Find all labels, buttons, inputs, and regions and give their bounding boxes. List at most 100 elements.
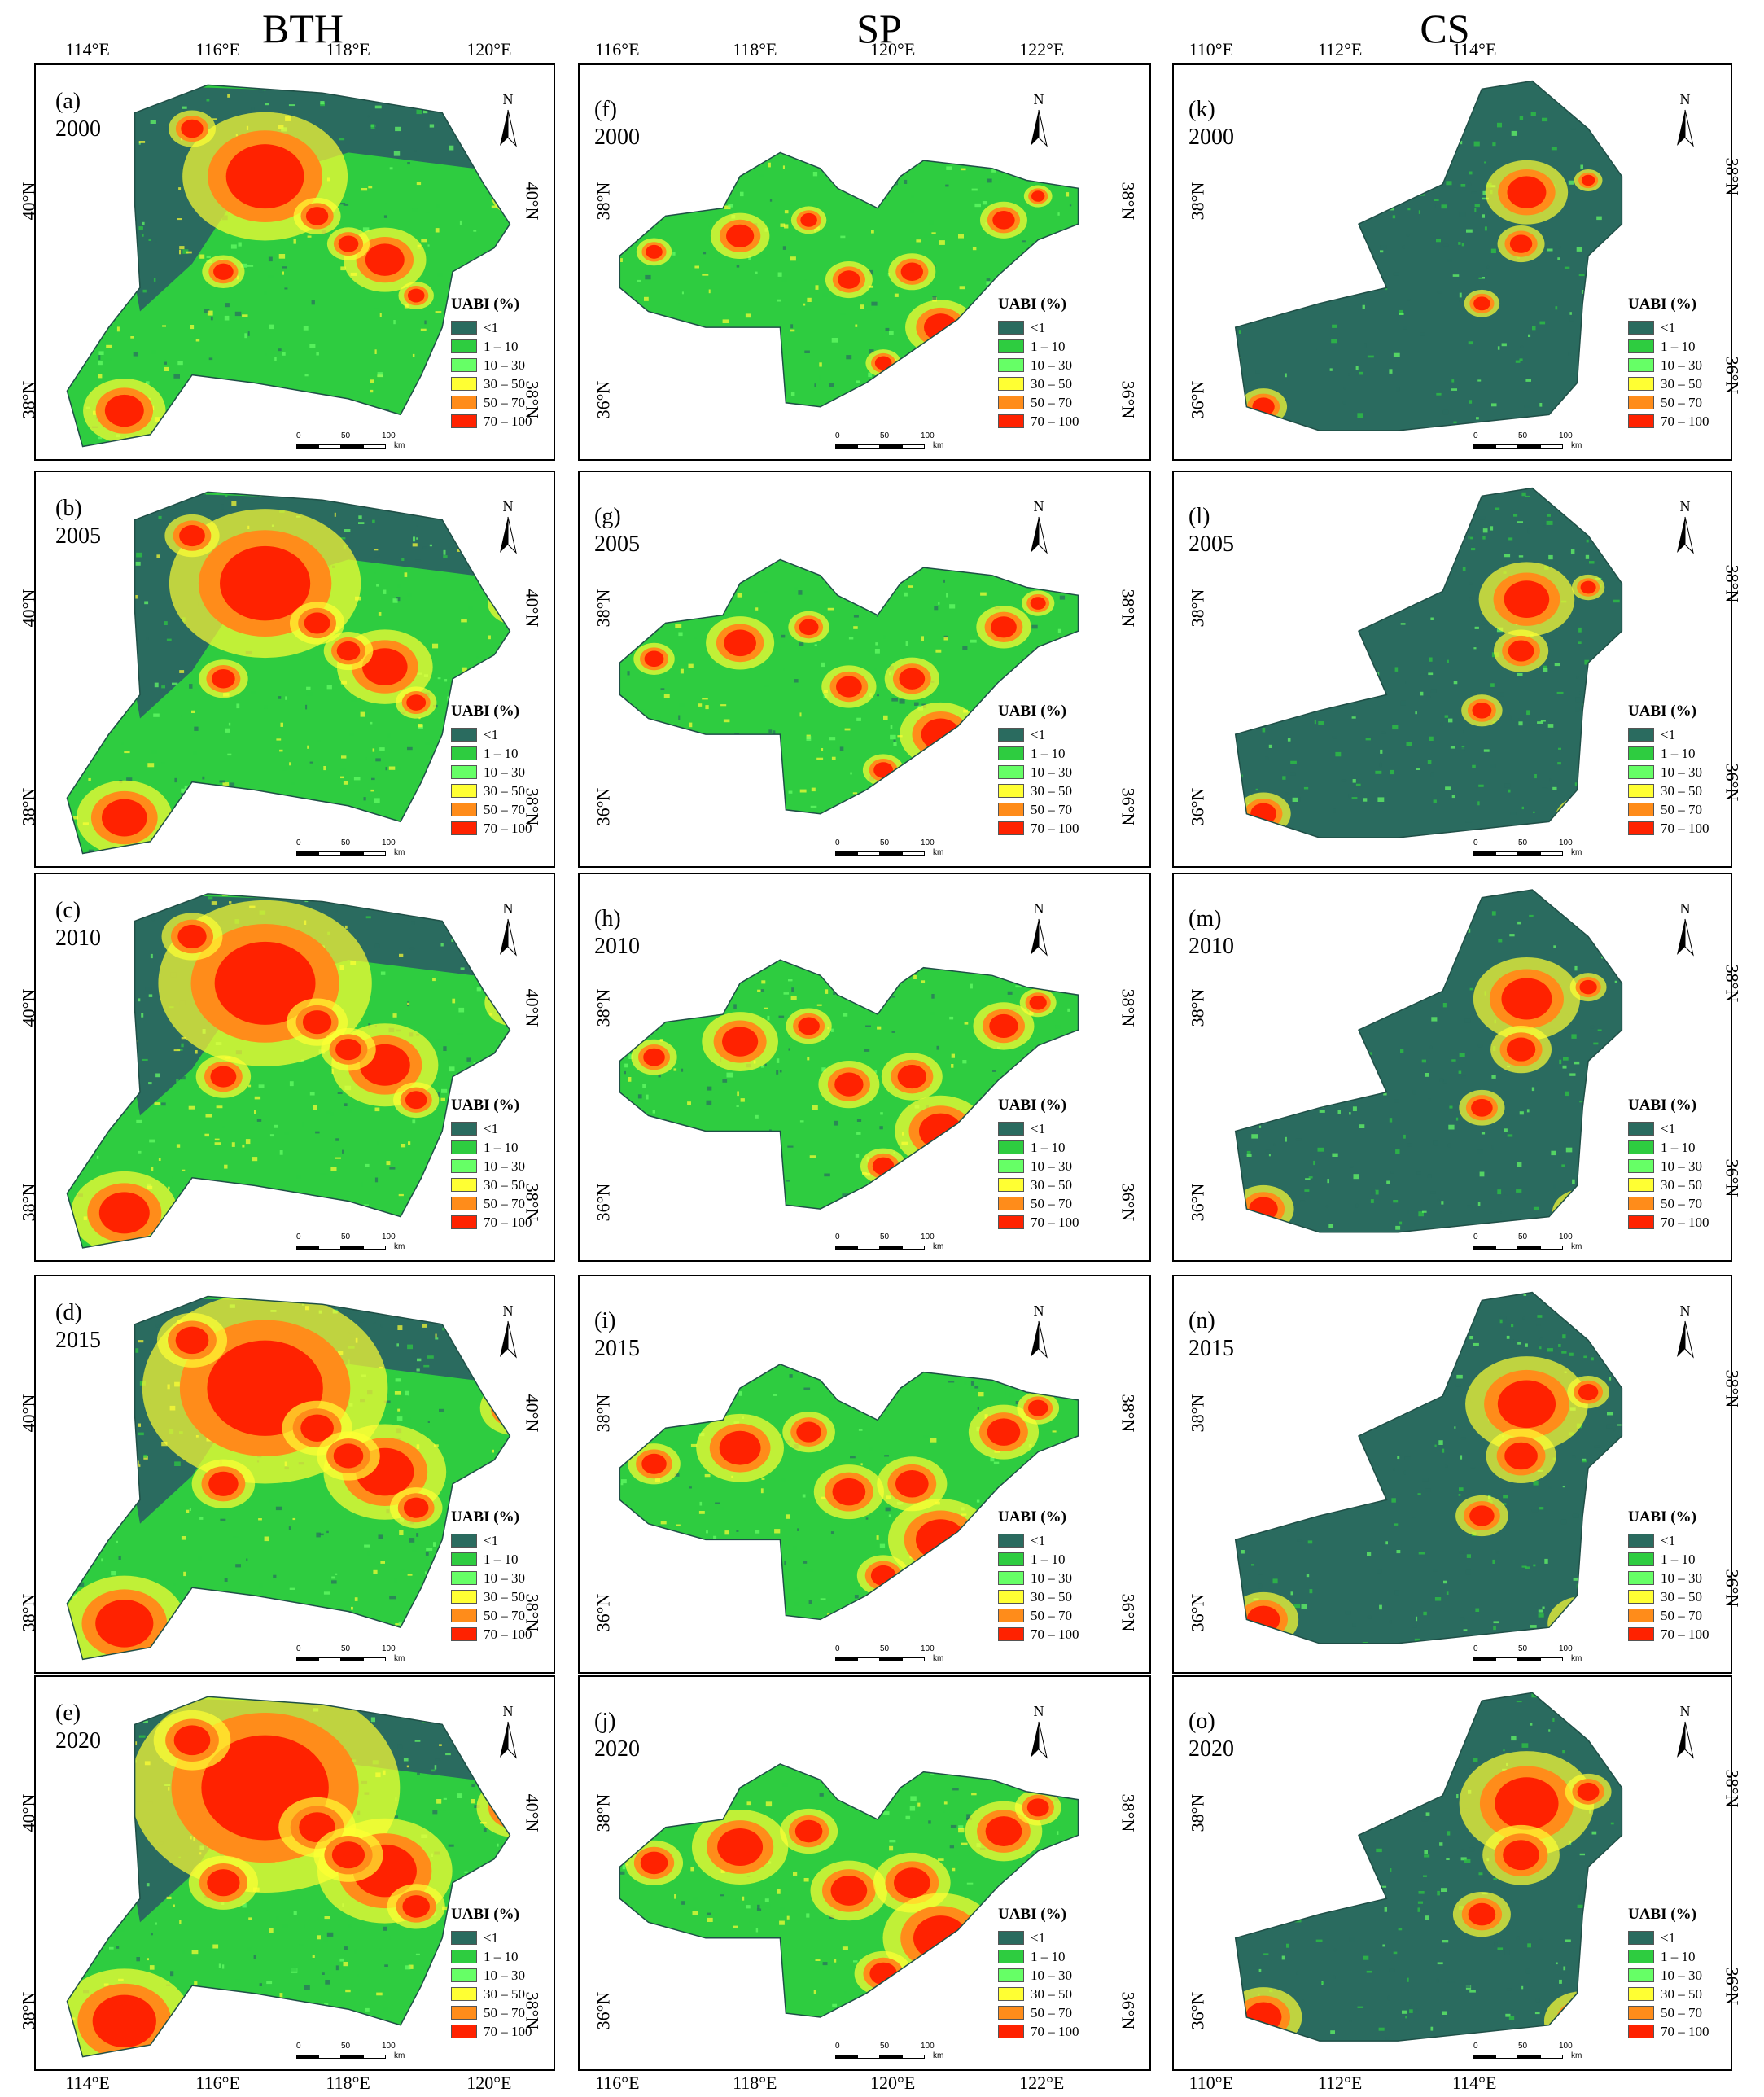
texture-speck: [885, 749, 888, 751]
texture-speck: [553, 1147, 557, 1152]
texture-speck: [427, 339, 431, 343]
texture-speck: [622, 434, 624, 436]
texture-speck: [925, 142, 930, 147]
texture-speck: [971, 188, 978, 191]
texture-speck: [742, 2055, 746, 2059]
texture-speck: [627, 1838, 630, 1843]
texture-speck: [115, 966, 119, 972]
texture-speck: [116, 930, 121, 935]
texture-speck: [374, 891, 379, 894]
texture-speck: [978, 1726, 982, 1729]
texture-speck: [509, 1036, 510, 1041]
texture-speck: [72, 402, 77, 406]
texture-speck: [536, 358, 539, 360]
scale-bar: 0 50 100 km: [296, 1232, 418, 1257]
texture-speck: [1097, 252, 1103, 256]
scale-segment: [296, 1246, 319, 1250]
texture-speck: [726, 510, 730, 511]
texture-speck: [887, 1715, 891, 1718]
texture-speck: [543, 135, 547, 138]
texture-speck: [668, 758, 674, 763]
texture-speck: [959, 1130, 962, 1136]
texture-speck: [940, 1312, 946, 1317]
texture-speck: [547, 535, 550, 538]
texture-speck: [943, 579, 945, 583]
texture-speck: [646, 751, 652, 755]
texture-speck: [399, 953, 404, 957]
texture-speck: [527, 517, 532, 519]
texture-speck: [775, 519, 780, 521]
scale-segment: [835, 444, 858, 449]
texture-speck: [189, 684, 193, 689]
north-label: N: [1033, 1703, 1044, 1719]
texture-speck: [512, 867, 516, 869]
texture-speck: [188, 1105, 195, 1110]
legend-swatch: [998, 1609, 1024, 1622]
legend-label: 10 – 30: [484, 1158, 525, 1174]
uabi-map: [619, 1715, 1140, 2059]
texture-speck: [1061, 1889, 1066, 1893]
texture-speck: [545, 2061, 549, 2063]
texture-speck: [1136, 1983, 1140, 1985]
texture-speck: [152, 1650, 156, 1656]
texture-speck: [583, 1565, 588, 1569]
texture-speck: [984, 510, 988, 514]
legend-label: 50 – 70: [484, 394, 525, 410]
texture-speck: [144, 1277, 149, 1282]
texture-speck: [628, 1077, 632, 1082]
texture-speck: [501, 203, 505, 206]
texture-speck: [231, 501, 237, 506]
texture-speck: [184, 785, 189, 790]
texture-speck: [339, 1958, 344, 1962]
texture-speck: [89, 683, 95, 686]
texture-speck: [1019, 2052, 1023, 2055]
texture-speck: [220, 1518, 226, 1521]
texture-speck: [370, 124, 376, 129]
texture-speck: [469, 1075, 475, 1078]
texture-speck: [206, 256, 211, 258]
texture-speck: [965, 105, 970, 109]
region-boundary: [619, 1363, 1079, 1621]
texture-speck: [1034, 1650, 1036, 1654]
panel-year: 2005: [55, 523, 101, 549]
texture-speck: [1652, 129, 1655, 133]
texture-speck: [335, 908, 338, 913]
texture-speck: [164, 366, 169, 371]
texture-speck: [1202, 168, 1207, 171]
texture-speck: [779, 392, 786, 396]
texture-speck: [981, 1981, 984, 1984]
texture-speck: [1141, 1207, 1146, 1210]
texture-speck: [264, 2041, 269, 2046]
texture-speck: [1034, 1495, 1036, 1499]
texture-speck: [790, 256, 796, 261]
texture-speck: [500, 997, 506, 1000]
texture-speck: [547, 367, 551, 369]
north-arrow-icon: N: [1022, 900, 1055, 965]
scale-tick: 0: [835, 838, 840, 847]
texture-speck: [198, 1556, 203, 1561]
texture-speck: [653, 1261, 656, 1263]
texture-speck: [107, 1753, 112, 1756]
texture-speck: [195, 890, 199, 892]
texture-speck: [85, 1018, 90, 1023]
texture-speck: [386, 1161, 391, 1166]
texture-speck: [993, 1461, 1000, 1464]
urban-core: [724, 629, 756, 657]
texture-speck: [728, 1192, 733, 1197]
texture-speck: [1362, 304, 1365, 309]
texture-speck: [717, 766, 723, 769]
legend-swatch: [998, 728, 1024, 742]
texture-speck: [977, 1654, 979, 1658]
panel-letter: (f): [594, 97, 617, 122]
texture-speck: [626, 1786, 628, 1788]
texture-speck: [340, 768, 346, 772]
texture-speck: [445, 1990, 449, 1994]
texture-speck: [59, 1491, 63, 1495]
texture-speck: [1105, 95, 1109, 98]
texture-speck: [460, 967, 465, 970]
texture-speck: [624, 1063, 628, 1068]
texture-speck: [622, 444, 628, 447]
texture-speck: [1111, 1968, 1114, 1971]
texture-speck: [554, 624, 556, 628]
texture-speck: [770, 348, 776, 352]
